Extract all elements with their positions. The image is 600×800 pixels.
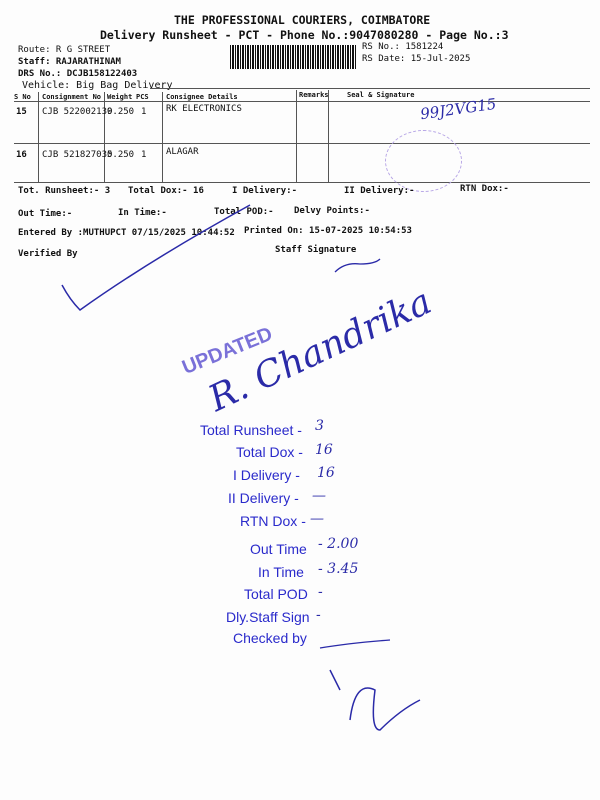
pcs: 1 xyxy=(141,107,147,117)
consignee: ALAGAR xyxy=(166,147,199,157)
stamp-value: - xyxy=(316,607,321,623)
stamp-value: - 2.00 xyxy=(318,536,359,552)
stamp-label: Out Time xyxy=(250,541,307,557)
i-delivery: I Delivery:- xyxy=(232,186,298,196)
stamp-label: II Delivery - xyxy=(228,490,299,506)
weight: 0.250 xyxy=(107,150,135,160)
stamp-value: - xyxy=(318,584,323,600)
weight: 0.250 xyxy=(107,107,135,117)
stamp-value: — xyxy=(312,488,326,504)
stamp-value: 3 xyxy=(315,418,324,434)
stamp-label: Total Runsheet - xyxy=(200,422,302,438)
rs-number: RS No.: 1581224 xyxy=(362,42,444,52)
total-pod: Total POD:- xyxy=(214,207,274,217)
stamp-label: In Time xyxy=(258,564,304,580)
sno: 15 xyxy=(16,107,27,117)
stamp-label: Total POD xyxy=(244,586,308,602)
col-sno: S No xyxy=(14,93,31,101)
delvy-points: Delvy Points:- xyxy=(294,206,370,216)
seal-stamp xyxy=(385,130,462,192)
consignee: RK ELECTRONICS xyxy=(166,104,242,114)
stamp-label: I Delivery - xyxy=(233,467,300,483)
col-remarks: Remarks xyxy=(299,91,329,99)
pcs: 1 xyxy=(141,150,147,160)
stamp-label: Total Dox - xyxy=(236,444,303,460)
verified-by: Verified By xyxy=(18,249,78,259)
col-seal-signature: Seal & Signature xyxy=(347,91,415,99)
staff-signature-label: Staff Signature xyxy=(275,245,357,255)
document-subtitle: Delivery Runsheet - PCT - Phone No.:9047… xyxy=(100,28,509,42)
stamp-value: 16 xyxy=(315,442,333,458)
consignment-no: CJB 521827035 xyxy=(42,150,113,160)
tot-runsheet: Tot. Runsheet:- 3 xyxy=(18,186,111,196)
consignment-no: CJB 522002139 xyxy=(42,107,113,117)
col-weight: Weight xyxy=(107,93,133,101)
company-name: THE PROFESSIONAL COURIERS, COIMBATORE xyxy=(174,13,431,27)
vehicle: Vehicle: Big Bag Delivery xyxy=(22,80,173,91)
stamp-label: RTN Dox - xyxy=(240,513,306,529)
staff: Staff: RAJARATHINAM xyxy=(18,57,121,67)
ii-delivery: II Delivery:- xyxy=(344,186,415,196)
col-consignment: Consignment No xyxy=(42,93,102,101)
col-pcs: PCS xyxy=(136,93,149,101)
rs-date: RS Date: 15-Jul-2025 xyxy=(362,54,471,64)
col-consignee: Consignee Details xyxy=(166,93,238,101)
route: Route: R G STREET xyxy=(18,45,111,55)
stamp-label: Dly.Staff Sign xyxy=(226,609,310,625)
stamp-value: - 3.45 xyxy=(318,561,359,577)
stamp-label: Checked by xyxy=(233,630,307,646)
rtn-dox: RTN Dox:- xyxy=(460,184,509,194)
stamp-value: 16 xyxy=(317,465,335,481)
printed-on: Printed On: 15-07-2025 10:54:53 xyxy=(244,226,412,236)
entered-by: Entered By :MUTHUPCT 07/15/2025 10:44:52 xyxy=(18,228,235,238)
drs-number: DRS No.: DCJB158122403 xyxy=(18,69,138,79)
sno: 16 xyxy=(16,150,27,160)
barcode xyxy=(230,45,356,69)
out-time: Out Time:- xyxy=(18,209,73,219)
in-time: In Time:- xyxy=(118,208,167,218)
total-dox: Total Dox:- 16 xyxy=(128,186,204,196)
stamp-value: — xyxy=(310,511,324,527)
